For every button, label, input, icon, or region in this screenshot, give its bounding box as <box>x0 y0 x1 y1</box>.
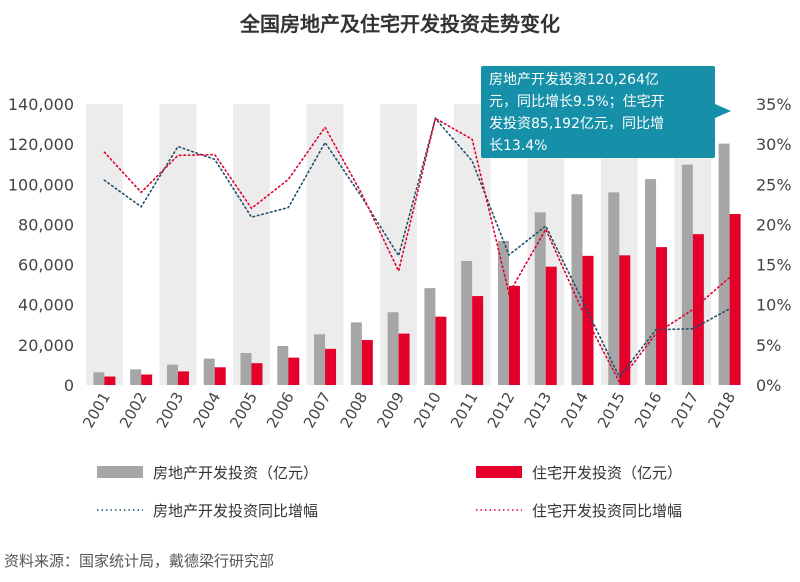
bar-series <box>93 143 741 385</box>
right-tick-label: 0% <box>756 376 781 395</box>
bar-residential-2015 <box>619 255 631 385</box>
right-tick-label: 10% <box>756 296 792 315</box>
x-tick-label-2008: 2008 <box>337 389 372 431</box>
bar-residential-2007 <box>325 348 337 385</box>
bar-residential-2002 <box>141 374 153 385</box>
x-tick-label-2006: 2006 <box>263 389 298 431</box>
line-residential-growth <box>103 117 731 384</box>
bar-residential-2004 <box>214 367 226 385</box>
right-tick-label: 35% <box>756 95 792 114</box>
x-tick-label-2001: 2001 <box>79 389 114 431</box>
x-tick-label-2010: 2010 <box>410 389 445 431</box>
left-tick-label: 20,000 <box>18 336 74 355</box>
bar-real-estate-2002 <box>130 369 142 385</box>
x-tick-label-2004: 2004 <box>190 389 225 431</box>
chart-title: 全国房地产及住宅开发投资走势变化 <box>239 12 560 36</box>
bar-residential-2016 <box>656 247 668 385</box>
bar-real-estate-2001 <box>93 372 105 385</box>
bar-residential-2005 <box>251 363 263 385</box>
legend-label-real-estate-investment: 房地产开发投资（亿元） <box>153 464 318 482</box>
x-tick-label-2014: 2014 <box>557 389 592 431</box>
bar-residential-2017 <box>692 234 704 385</box>
callout-box <box>481 66 715 158</box>
left-tick-label: 140,000 <box>8 95 74 114</box>
bar-real-estate-2013 <box>534 212 546 385</box>
bar-residential-2003 <box>177 371 189 385</box>
x-tick-label-2003: 2003 <box>153 389 188 431</box>
column-band-2001 <box>86 104 123 385</box>
legend-swatch-residential-investment <box>476 466 522 478</box>
right-tick-label: 20% <box>756 215 792 234</box>
callout-arrow <box>715 104 731 118</box>
x-tick-label-2002: 2002 <box>116 389 151 431</box>
callout-line-2: 元，同比增长9.5%；住宅开 <box>489 94 665 110</box>
left-tick-label: 120,000 <box>8 135 74 154</box>
line-real-estate-growth <box>103 116 731 379</box>
x-tick-label-2009: 2009 <box>373 389 408 431</box>
bar-residential-2006 <box>288 357 300 385</box>
bar-real-estate-2018 <box>718 143 730 385</box>
column-band-2005 <box>233 104 270 385</box>
left-tick-label: 80,000 <box>18 215 74 234</box>
bar-real-estate-2006 <box>277 346 289 385</box>
bar-residential-2008 <box>361 339 373 385</box>
bar-residential-2009 <box>398 333 410 385</box>
bar-real-estate-2008 <box>350 322 362 385</box>
right-tick-label: 25% <box>756 175 792 194</box>
callout-line-4: 长13.4% <box>489 138 547 154</box>
bar-residential-2018 <box>729 214 741 385</box>
bar-real-estate-2016 <box>645 179 657 385</box>
line-series <box>103 116 731 384</box>
bar-real-estate-2007 <box>314 334 326 385</box>
left-tick-label: 40,000 <box>18 296 74 315</box>
legend-label-real-estate-growth: 房地产开发投资同比增幅 <box>153 502 318 520</box>
bar-residential-2010 <box>435 316 447 385</box>
bar-real-estate-2017 <box>681 164 693 385</box>
legend-label-residential-growth: 住宅开发投资同比增幅 <box>532 502 682 520</box>
bar-real-estate-2011 <box>461 260 473 385</box>
callout-line-1: 房地产开发投资120,264亿 <box>489 72 659 88</box>
x-tick-label-2007: 2007 <box>300 389 335 431</box>
x-tick-label-2011: 2011 <box>447 389 482 431</box>
right-tick-label: 15% <box>756 256 792 275</box>
x-tick-label-2016: 2016 <box>631 389 666 431</box>
left-tick-label: 0 <box>64 376 74 395</box>
x-tick-label-2015: 2015 <box>594 389 629 431</box>
bar-real-estate-2012 <box>497 240 509 385</box>
bar-real-estate-2005 <box>240 353 252 385</box>
right-axis-ticks: 0% 5% 10% 15% 20% 25% 30% 35% <box>756 95 792 395</box>
column-band-2003 <box>159 104 197 385</box>
legend: 房地产开发投资（亿元） 住宅开发投资（亿元） 房地产开发投资同比增幅 住宅开发投… <box>97 464 682 520</box>
bar-real-estate-2003 <box>166 364 178 385</box>
left-axis-ticks: 0 20,000 40,000 60,000 80,000 100,000 120,000 1… <box>8 95 74 395</box>
left-tick-label: 100,000 <box>8 175 74 194</box>
bar-real-estate-2010 <box>424 288 436 385</box>
callout-line-3: 发投资85,192亿元，同比增 <box>489 116 664 132</box>
x-tick-label-2005: 2005 <box>226 389 261 431</box>
bar-real-estate-2009 <box>387 312 399 385</box>
x-tick-label-2012: 2012 <box>484 389 519 431</box>
right-tick-label: 5% <box>756 336 781 355</box>
bar-residential-2012 <box>508 285 520 385</box>
bar-residential-2011 <box>472 296 484 385</box>
bar-real-estate-2004 <box>203 358 215 385</box>
annotation-callout: 房地产开发投资120,264亿 元，同比增长9.5%；住宅开 发投资85,192… <box>481 66 731 158</box>
legend-swatch-real-estate-investment <box>97 466 143 478</box>
legend-label-residential-investment: 住宅开发投资（亿元） <box>532 464 682 482</box>
x-tick-label-2013: 2013 <box>521 389 556 431</box>
source-note: 资料来源：国家统计局，戴德梁行研究部 <box>4 552 274 570</box>
x-tick-label-2017: 2017 <box>668 389 703 431</box>
right-tick-label: 30% <box>756 135 792 154</box>
bar-residential-2001 <box>104 376 116 385</box>
x-tick-label-2018: 2018 <box>704 389 739 431</box>
left-tick-label: 60,000 <box>18 256 74 275</box>
bar-residential-2013 <box>545 266 557 385</box>
x-axis-ticks: 2001 2002 2003 2004 2005 2006 2007 2008 2009 2010… <box>79 389 739 431</box>
bar-real-estate-2015 <box>608 192 620 385</box>
